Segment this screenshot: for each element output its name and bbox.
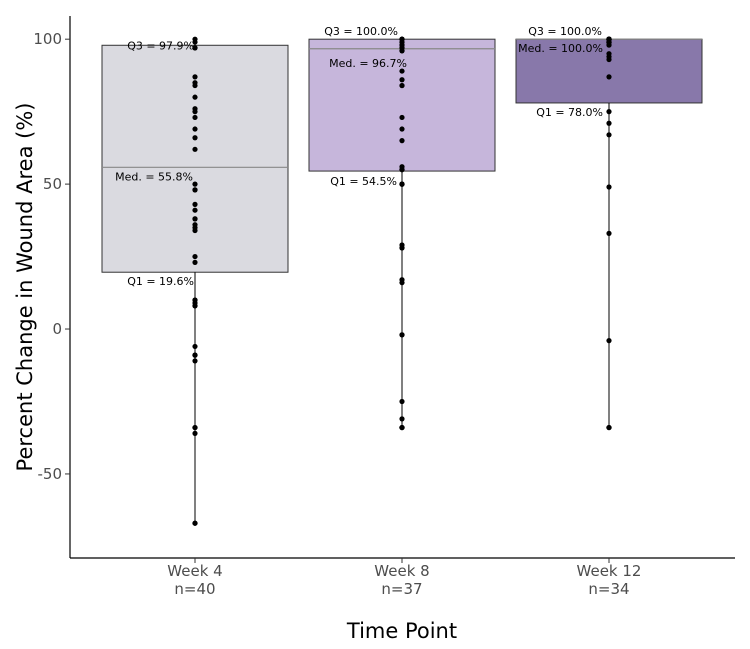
data-point [399, 82, 405, 89]
data-point [192, 216, 198, 222]
y-tick-label: -50 [38, 465, 63, 483]
data-point [192, 253, 198, 260]
box-2 [308, 38, 496, 172]
median-label-2: Med. = 96.7% [329, 57, 407, 70]
data-point [399, 424, 405, 431]
data-point [192, 187, 198, 193]
data-point [399, 245, 405, 251]
x-axis-title: Time Point [346, 619, 457, 643]
box-3 [515, 38, 703, 104]
data-point [192, 82, 198, 89]
data-point [606, 56, 612, 63]
data-point [192, 146, 198, 152]
q1-label-2: Q1 = 54.5% [330, 175, 397, 188]
data-point [192, 207, 198, 213]
data-point [606, 338, 612, 344]
data-point [192, 358, 198, 364]
data-point [606, 184, 612, 190]
data-point [192, 303, 198, 309]
data-point [399, 68, 405, 74]
data-point [399, 167, 405, 173]
q1-label-3: Q1 = 78.0% [536, 106, 603, 119]
data-point [192, 352, 198, 358]
median-label-3: Med. = 100.0% [518, 42, 603, 55]
x-category-n-label: n=37 [381, 580, 422, 598]
data-point [399, 126, 405, 132]
data-point [192, 39, 198, 45]
data-point [606, 74, 612, 80]
q1-label-1: Q1 = 19.6% [127, 275, 194, 288]
q3-label-2: Q3 = 100.0% [324, 25, 398, 38]
x-category-label: Week 8 [374, 562, 429, 580]
data-point [192, 259, 198, 265]
data-point [399, 398, 405, 405]
x-category-label: Week 12 [577, 562, 642, 580]
data-point [192, 94, 198, 100]
data-point [192, 343, 198, 350]
data-point [399, 77, 405, 83]
data-point [192, 114, 198, 121]
data-point [192, 424, 198, 431]
data-point [606, 424, 612, 431]
x-category-label: Week 4 [167, 562, 222, 580]
data-point [399, 138, 405, 144]
data-point [192, 126, 198, 132]
data-point [192, 181, 198, 187]
data-point [399, 280, 405, 286]
data-point [399, 181, 405, 187]
data-point [399, 48, 405, 54]
data-point [192, 201, 198, 207]
data-point [192, 520, 198, 526]
y-tick-label: 50 [43, 175, 62, 193]
data-point [399, 332, 405, 338]
data-point [192, 430, 198, 436]
x-category-n-label: n=34 [588, 580, 629, 598]
data-point [606, 120, 612, 126]
x-category-n-label: n=40 [174, 580, 215, 598]
data-point [606, 230, 612, 236]
q3-label-3: Q3 = 100.0% [528, 25, 602, 38]
data-point [399, 114, 405, 121]
data-point [399, 416, 405, 422]
data-point [192, 74, 198, 80]
y-tick-label: 100 [33, 30, 62, 48]
data-point [606, 132, 612, 138]
data-point [192, 45, 198, 51]
median-label-1: Med. = 55.8% [115, 170, 193, 183]
y-tick-label: 0 [52, 320, 62, 338]
data-point [192, 135, 198, 141]
q3-label-1: Q3 = 97.9% [127, 39, 194, 52]
data-point [192, 109, 198, 115]
data-point [606, 42, 612, 48]
data-point [606, 109, 612, 115]
data-point [192, 227, 198, 234]
y-axis-title: Percent Change in Wound Area (%) [13, 103, 37, 472]
